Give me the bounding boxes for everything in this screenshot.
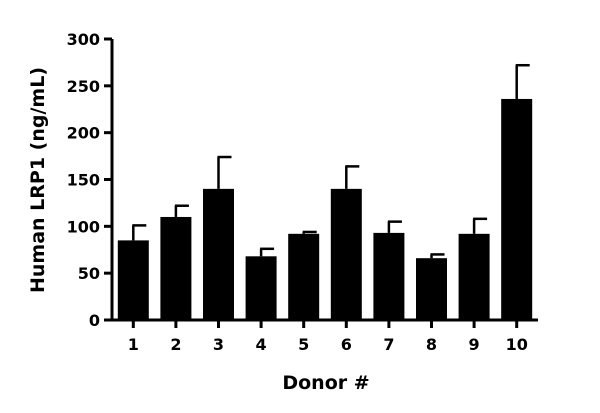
bar-donor-2 bbox=[160, 216, 192, 320]
plot-area: 0 50 100 150 200 250 300 1 2 3 4 5 6 7 8 9 10 bbox=[67, 30, 538, 354]
x-tick-label: 10 bbox=[506, 335, 528, 354]
x-tick-label: 4 bbox=[256, 335, 267, 354]
bar-donor-5 bbox=[288, 233, 320, 320]
y-tick-label: 250 bbox=[67, 77, 100, 96]
x-tick-label: 6 bbox=[341, 335, 352, 354]
y-tick-label: 300 bbox=[67, 30, 100, 49]
y-tick-label: 100 bbox=[67, 217, 100, 236]
y-tick-label: 150 bbox=[67, 171, 100, 190]
bar-donor-7 bbox=[373, 232, 405, 320]
bar-donor-6 bbox=[330, 188, 362, 320]
x-tick-label: 2 bbox=[170, 335, 181, 354]
bar-donor-10 bbox=[501, 98, 533, 321]
bar-donor-3 bbox=[203, 188, 234, 320]
bar-donor-4 bbox=[245, 256, 277, 320]
bar-donor-9 bbox=[458, 233, 490, 320]
bar-donor-8 bbox=[416, 258, 447, 320]
y-tick-label: 50 bbox=[78, 264, 100, 283]
x-tick-label: 9 bbox=[469, 335, 480, 354]
x-tick-label: 1 bbox=[128, 335, 139, 354]
x-axis-title: Donor # bbox=[282, 372, 369, 394]
x-tick-label: 5 bbox=[298, 335, 309, 354]
x-tick-label: 8 bbox=[426, 335, 437, 354]
y-tick-label: 0 bbox=[89, 311, 100, 330]
bar-donor-1 bbox=[117, 240, 149, 320]
x-tick-label: 7 bbox=[383, 335, 394, 354]
x-tick-label: 3 bbox=[213, 335, 224, 354]
y-tick-label: 200 bbox=[67, 124, 100, 143]
y-axis-title: Human LRP1 (ng/mL) bbox=[27, 67, 49, 293]
